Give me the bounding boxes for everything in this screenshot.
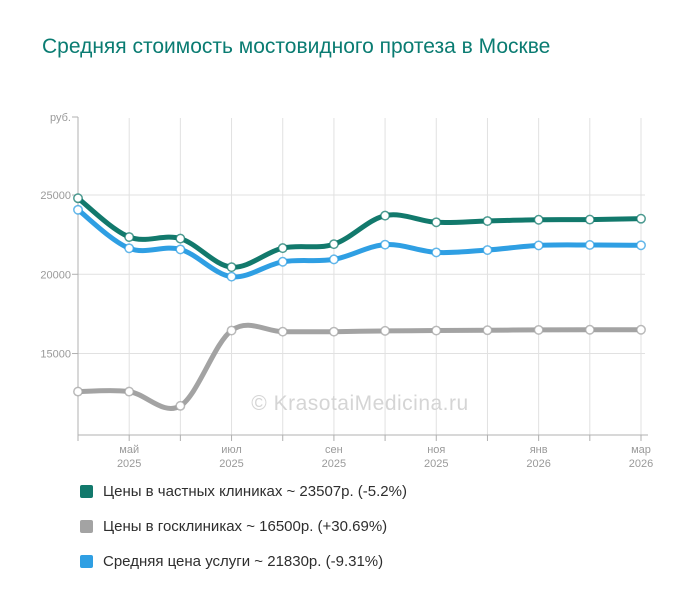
- x-axis-tick-label: янв 2026: [526, 444, 550, 470]
- data-point-average-price: [431, 247, 442, 258]
- x-axis-tick-label: июл 2025: [219, 444, 243, 470]
- legend-item-state-clinics: Цены в госклиниках ~ 16500р. (+30.69%): [80, 517, 407, 535]
- data-point-average-price: [277, 256, 288, 267]
- data-point-average-price: [124, 243, 135, 254]
- data-point-state-clinics: [328, 326, 339, 337]
- legend-swatch-state-clinics: [80, 519, 93, 533]
- price-chart: руб. 25000 20000 15000 май 2025 июл 2025 сен 2025…: [40, 112, 653, 470]
- chart-legend: Цены в частных клиниках ~ 23507р. (-5.2%…: [80, 482, 407, 589]
- data-point-private-clinics: [124, 232, 135, 242]
- data-point-state-clinics: [431, 325, 442, 336]
- series-line-private-clinics: [75, 195, 644, 270]
- data-point-state-clinics: [277, 326, 288, 337]
- x-axis-tick-label: мар 2026: [629, 444, 653, 470]
- chart-title: Средняя стоимость мостовидного протеза в…: [42, 35, 551, 58]
- y-axis-tick-label: 15000: [40, 349, 71, 361]
- data-point-average-price: [482, 245, 493, 255]
- data-point-state-clinics: [73, 386, 83, 397]
- legend-swatch-private-clinics: [80, 484, 93, 498]
- data-point-state-clinics: [124, 386, 135, 397]
- data-point-average-price: [636, 240, 646, 251]
- x-axis-tick-label: сен 2025: [322, 444, 346, 470]
- data-point-private-clinics: [226, 262, 237, 273]
- data-point-state-clinics: [175, 400, 186, 411]
- legend-swatch-average-price: [80, 554, 93, 568]
- data-point-state-clinics: [380, 325, 391, 336]
- data-point-average-price: [380, 239, 391, 250]
- data-point-state-clinics: [482, 325, 493, 336]
- legend-label-state-clinics: Цены в госклиниках ~ 16500р. (+30.69%): [103, 517, 388, 535]
- watermark: © KrasotaiMedicina.ru: [251, 392, 469, 415]
- legend-label-average-price: Средняя цена услуги ~ 21830р. (-9.31%): [103, 552, 384, 570]
- data-point-average-price: [584, 240, 595, 250]
- x-axis-tick-label: ноя 2025: [424, 444, 448, 470]
- data-point-average-price: [73, 204, 83, 215]
- data-point-average-price: [175, 244, 186, 255]
- data-point-state-clinics: [584, 324, 595, 335]
- data-point-private-clinics: [584, 214, 595, 225]
- data-point-private-clinics: [482, 216, 493, 226]
- data-point-average-price: [226, 271, 237, 282]
- data-point-state-clinics: [226, 325, 237, 336]
- data-point-average-price: [533, 240, 544, 251]
- data-point-private-clinics: [380, 210, 391, 221]
- data-point-private-clinics: [328, 239, 339, 250]
- data-point-private-clinics: [636, 213, 646, 224]
- data-point-private-clinics: [277, 243, 288, 254]
- data-point-private-clinics: [533, 214, 544, 225]
- data-point-private-clinics: [431, 217, 442, 228]
- data-point-private-clinics: [73, 193, 83, 204]
- legend-item-average-price: Средняя цена услуги ~ 21830р. (-9.31%): [80, 552, 407, 570]
- data-point-state-clinics: [533, 324, 544, 335]
- data-point-state-clinics: [636, 324, 646, 335]
- y-axis-tick-label: 20000: [40, 269, 71, 281]
- y-axis-tick-label: 25000: [40, 190, 71, 202]
- y-axis-unit-label: руб.: [50, 112, 71, 124]
- data-point-private-clinics: [175, 233, 186, 244]
- x-axis-tick-label: май 2025: [117, 444, 141, 470]
- data-point-average-price: [328, 254, 339, 265]
- legend-item-private-clinics: Цены в частных клиниках ~ 23507р. (-5.2%…: [80, 482, 407, 500]
- legend-label-private-clinics: Цены в частных клиниках ~ 23507р. (-5.2%…: [103, 482, 407, 500]
